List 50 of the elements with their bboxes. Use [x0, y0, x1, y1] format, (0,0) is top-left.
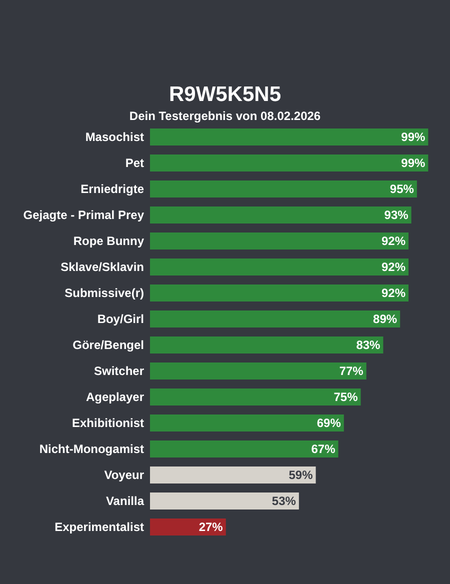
y-tick-label: Masochist [85, 130, 144, 144]
data-label: 69% [316, 416, 342, 430]
y-tick-label: Exhibitionist [72, 416, 144, 430]
data-label: 92% [381, 286, 406, 300]
y-tick-label: Nicht-Monogamist [39, 442, 144, 456]
data-label: 53% [272, 494, 296, 508]
bar [150, 466, 316, 484]
bar [150, 388, 361, 406]
chart-title: R9W5K5N5 [168, 83, 282, 106]
y-tick-label: Ageplayer [86, 390, 144, 404]
data-label: 99% [401, 130, 426, 144]
data-label: 92% [381, 260, 406, 274]
bar [150, 492, 299, 510]
y-tick-label: Switcher [94, 364, 144, 378]
bar [150, 258, 409, 276]
y-tick-label: Boy/Girl [97, 312, 144, 326]
bar [150, 518, 226, 536]
data-label: 77% [339, 364, 364, 378]
bar [150, 232, 409, 250]
y-tick-label: Rope Bunny [73, 234, 144, 248]
data-label: 59% [288, 468, 314, 482]
y-tick-label: Voyeur [104, 468, 144, 482]
bar [150, 310, 400, 328]
bar [150, 336, 384, 354]
data-label: 99% [401, 156, 426, 170]
bar [150, 362, 366, 380]
bar [150, 180, 417, 198]
data-label: 95% [390, 182, 414, 196]
bar [150, 440, 338, 458]
bar [150, 206, 412, 224]
y-tick-label: Submissive(r) [64, 286, 144, 300]
bar [150, 284, 409, 302]
data-label: 27% [198, 520, 224, 534]
data-label: 93% [384, 208, 409, 222]
y-tick-label: Erniedrigte [80, 182, 144, 196]
bar [150, 128, 428, 146]
chart-subtitle: Dein Testergebnis von 08.02.2026 [129, 109, 321, 123]
y-tick-label: Vanilla [106, 494, 144, 508]
y-tick-label: Göre/Bengel [72, 338, 144, 352]
bar [150, 414, 344, 432]
y-tick-label: Gejagte - Primal Prey [23, 208, 144, 222]
data-label: 92% [381, 234, 406, 248]
data-label: 67% [311, 442, 336, 456]
data-label: 83% [356, 338, 381, 352]
y-tick-label: Experimentalist [54, 520, 144, 534]
y-tick-label: Sklave/Sklavin [60, 260, 144, 274]
data-label: 75% [334, 390, 358, 404]
y-tick-label: Pet [125, 156, 144, 170]
bar [150, 154, 428, 172]
data-label: 89% [373, 312, 398, 326]
